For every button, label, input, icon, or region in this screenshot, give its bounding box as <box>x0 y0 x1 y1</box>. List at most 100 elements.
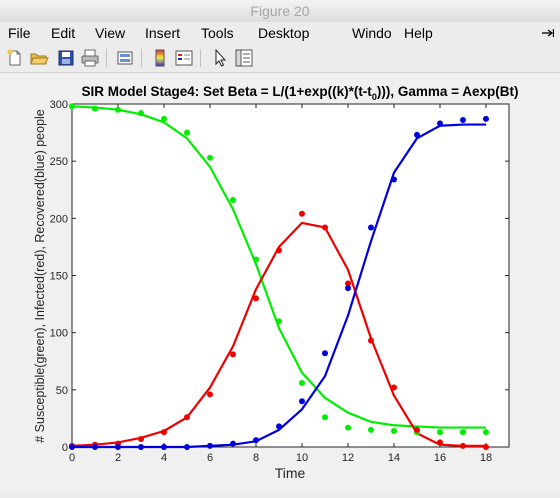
plot-area <box>71 103 510 448</box>
print-icon[interactable] <box>80 48 100 68</box>
recovered-data-point <box>345 285 351 292</box>
x-tick-label: 12 <box>342 452 354 464</box>
recovered-data-point <box>437 120 443 127</box>
susceptible-data-point <box>460 429 466 436</box>
susceptible-data-point <box>69 103 75 110</box>
menu-insert[interactable]: Insert <box>145 25 181 41</box>
infected-data-point <box>391 384 397 391</box>
figure-toolbar <box>0 44 560 73</box>
x-tick-label: 18 <box>480 452 492 464</box>
link-plot-icon[interactable] <box>115 48 135 68</box>
y-tick-label: 250 <box>50 156 68 168</box>
infected-data-point <box>299 210 305 217</box>
susceptible-data-point <box>230 197 236 204</box>
susceptible-data-point <box>483 429 489 436</box>
infected-data-point <box>483 444 489 450</box>
insert-legend-icon[interactable] <box>174 48 194 68</box>
infected-data-point <box>322 224 328 231</box>
y-tick-label: 150 <box>50 271 68 283</box>
figure-canvas: SIR Model Stage4: Set Beta = L/(1+exp((k… <box>0 73 560 493</box>
recovered-data-point <box>115 444 121 450</box>
x-tick-label: 8 <box>253 452 259 464</box>
y-tick-label: 300 <box>50 99 68 111</box>
susceptible-data-point <box>161 115 167 122</box>
x-tick-label: 10 <box>296 452 308 464</box>
recovered-data-point <box>391 176 397 183</box>
recovered-data-point <box>299 398 305 405</box>
infected-data-point <box>276 247 282 254</box>
y-tick-label: 200 <box>50 213 68 225</box>
insert-colorbar-icon[interactable] <box>150 48 170 68</box>
recovered-data-point <box>483 115 489 122</box>
window-title: Figure 20 <box>250 3 310 19</box>
menu-help[interactable]: Help <box>404 25 433 41</box>
infected-data-point <box>207 391 213 398</box>
sir-chart[interactable]: SIR Model Stage4: Set Beta = L/(1+exp((k… <box>0 73 560 493</box>
toolbar-separator <box>200 49 201 67</box>
recovered-data-point <box>69 444 75 450</box>
toolbar-separator <box>141 49 142 67</box>
recovered-data-point <box>138 444 144 450</box>
menu-bar: File Edit View Insert Tools Desktop Wind… <box>0 22 560 44</box>
susceptible-data-point <box>115 106 121 113</box>
menu-window[interactable]: Windo <box>352 25 392 41</box>
recovered-data-point <box>253 437 259 444</box>
save-icon[interactable] <box>56 48 76 68</box>
y-tick-label: 0 <box>62 442 68 454</box>
property-editor-icon[interactable] <box>234 48 254 68</box>
susceptible-data-point <box>322 414 328 421</box>
infected-data-point <box>414 426 420 433</box>
x-tick-label: 0 <box>69 452 75 464</box>
menu-tools[interactable]: Tools <box>201 25 234 41</box>
susceptible-data-point <box>138 110 144 117</box>
new-figure-icon[interactable] <box>5 48 25 68</box>
recovered-data-point <box>322 350 328 357</box>
y-tick-label: 50 <box>56 385 68 397</box>
recovered-data-point <box>414 131 420 138</box>
x-axis-label: Time <box>275 465 306 481</box>
x-tick-label: 2 <box>115 452 121 464</box>
infected-data-point <box>345 280 351 287</box>
y-axis-label: # Susceptible(green), Infected(red), Rec… <box>33 109 47 443</box>
susceptible-data-point <box>92 105 98 112</box>
recovered-data-point <box>161 444 167 450</box>
infected-data-point <box>184 414 190 421</box>
x-tick-label: 6 <box>207 452 213 464</box>
series-group <box>69 103 489 450</box>
menu-view[interactable]: View <box>95 25 126 41</box>
open-file-icon[interactable] <box>29 48 49 68</box>
pointer-icon[interactable] <box>210 48 230 68</box>
x-tick-label: 14 <box>388 452 400 464</box>
susceptible-data-point <box>437 429 443 436</box>
menu-desktop[interactable]: Desktop <box>258 25 310 41</box>
recovered-data-point <box>92 444 98 450</box>
recovered-data-point <box>207 442 213 449</box>
infected-data-point <box>230 351 236 358</box>
susceptible-data-point <box>276 318 282 325</box>
recovered-data-point <box>460 117 466 124</box>
window-titlebar[interactable]: Figure 20 <box>0 0 560 23</box>
susceptible-data-point <box>391 427 397 434</box>
susceptible-data-point <box>345 424 351 431</box>
y-tick-label: 100 <box>50 328 68 340</box>
menu-overflow-arrow-icon[interactable] <box>542 29 554 37</box>
x-tick-label: 16 <box>434 452 446 464</box>
infected-data-point <box>138 435 144 442</box>
x-tick-label: 4 <box>161 452 167 464</box>
recovered-data-point <box>184 444 190 450</box>
chart-title: SIR Model Stage4: Set Beta = L/(1+exp((k… <box>82 84 519 102</box>
susceptible-data-point <box>253 256 259 263</box>
menu-file[interactable]: File <box>8 25 31 41</box>
susceptible-data-point <box>368 426 374 433</box>
recovered-data-point <box>276 423 282 430</box>
recovered-data-point <box>230 440 236 447</box>
infected-data-point <box>253 295 259 302</box>
infected-data-point <box>161 429 167 436</box>
infected-data-point <box>437 439 443 446</box>
susceptible-data-point <box>184 129 190 136</box>
infected-data-point <box>368 337 374 344</box>
susceptible-data-point <box>207 154 213 161</box>
infected-data-point <box>460 442 466 449</box>
menu-edit[interactable]: Edit <box>51 25 76 41</box>
toolbar-separator <box>106 49 107 67</box>
